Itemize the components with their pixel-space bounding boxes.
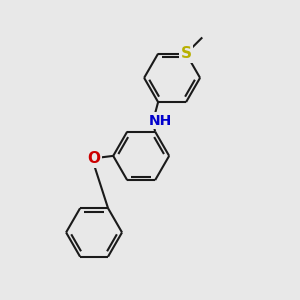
Text: NH: NH: [148, 114, 172, 128]
Text: O: O: [88, 151, 100, 166]
Text: S: S: [181, 46, 192, 61]
